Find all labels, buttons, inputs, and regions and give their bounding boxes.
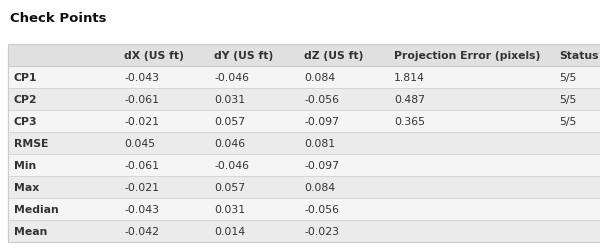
Text: CP2: CP2	[14, 94, 38, 105]
Text: -0.046: -0.046	[214, 160, 249, 170]
Text: -0.042: -0.042	[124, 226, 159, 236]
Text: 0.084: 0.084	[304, 182, 335, 192]
Bar	[8, 198, 600, 220]
Text: -0.021: -0.021	[124, 116, 159, 127]
Text: Min: Min	[14, 160, 36, 170]
Text: CP1: CP1	[14, 73, 37, 83]
Text: -0.061: -0.061	[124, 94, 159, 105]
Text: dY (US ft): dY (US ft)	[214, 51, 273, 61]
Text: Check Points: Check Points	[10, 12, 107, 25]
Text: RMSE: RMSE	[14, 138, 49, 148]
Text: CP3: CP3	[14, 116, 38, 127]
Text: Status: Status	[559, 51, 599, 61]
Text: -0.043: -0.043	[124, 73, 159, 83]
Text: 0.057: 0.057	[214, 116, 245, 127]
Bar	[8, 45, 600, 242]
Bar	[8, 89, 600, 111]
Text: dX (US ft): dX (US ft)	[124, 51, 184, 61]
Text: 0.045: 0.045	[124, 138, 155, 148]
Bar	[8, 176, 600, 198]
Text: 5/5: 5/5	[559, 73, 577, 83]
Bar	[8, 111, 600, 133]
Text: -0.097: -0.097	[304, 116, 339, 127]
Text: Median: Median	[14, 204, 59, 214]
Text: 0.081: 0.081	[304, 138, 335, 148]
Text: 5/5: 5/5	[559, 116, 577, 127]
Text: 0.365: 0.365	[394, 116, 425, 127]
Text: -0.056: -0.056	[304, 94, 339, 105]
Text: 0.487: 0.487	[394, 94, 425, 105]
Text: -0.043: -0.043	[124, 204, 159, 214]
Text: -0.056: -0.056	[304, 204, 339, 214]
Bar	[8, 67, 600, 89]
Text: -0.097: -0.097	[304, 160, 339, 170]
Text: Mean: Mean	[14, 226, 47, 236]
Text: dZ (US ft): dZ (US ft)	[304, 51, 364, 61]
Text: 0.084: 0.084	[304, 73, 335, 83]
Text: 0.057: 0.057	[214, 182, 245, 192]
Bar	[8, 220, 600, 242]
Text: 0.046: 0.046	[214, 138, 245, 148]
Text: 0.031: 0.031	[214, 204, 245, 214]
Text: -0.046: -0.046	[214, 73, 249, 83]
Bar	[8, 154, 600, 176]
Text: -0.023: -0.023	[304, 226, 339, 236]
Bar	[8, 133, 600, 154]
Text: Max: Max	[14, 182, 39, 192]
Text: 0.014: 0.014	[214, 226, 245, 236]
Text: Projection Error (pixels): Projection Error (pixels)	[394, 51, 541, 61]
Bar	[8, 45, 600, 67]
Text: -0.021: -0.021	[124, 182, 159, 192]
Text: -0.061: -0.061	[124, 160, 159, 170]
Text: 0.031: 0.031	[214, 94, 245, 105]
Text: 5/5: 5/5	[559, 94, 577, 105]
Text: 1.814: 1.814	[394, 73, 425, 83]
Bar	[8, 45, 600, 242]
